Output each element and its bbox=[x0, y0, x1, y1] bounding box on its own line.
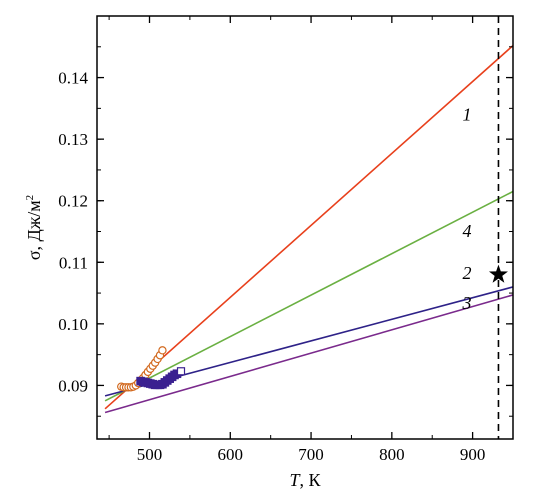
y-tick-label: 0.12 bbox=[58, 192, 88, 211]
data-point-square-open-0 bbox=[176, 367, 186, 376]
y-axis-title-superscript: 2 bbox=[24, 195, 36, 201]
series-line-1 bbox=[104, 44, 513, 410]
x-tick-label: 700 bbox=[298, 445, 324, 464]
curve-label-3: 3 bbox=[461, 293, 471, 313]
curve-label-2: 2 bbox=[462, 263, 471, 283]
x-tick-label: 600 bbox=[218, 445, 244, 464]
y-axis-title: σ, Дж/м2 bbox=[24, 195, 44, 260]
plot-frame bbox=[96, 15, 514, 440]
y-tick-label: 0.11 bbox=[59, 253, 88, 272]
axis-ticks bbox=[97, 16, 514, 439]
x-tick-label: 900 bbox=[460, 445, 486, 464]
x-tick-label: 800 bbox=[379, 445, 405, 464]
curve-label-4: 4 bbox=[462, 221, 471, 241]
data-point-circle-open-17 bbox=[158, 346, 167, 355]
y-tick-label: 0.09 bbox=[58, 376, 88, 395]
x-tick-label: 500 bbox=[137, 445, 163, 464]
y-axis-title-main: σ, Дж/м bbox=[24, 200, 44, 260]
y-tick-label: 0.13 bbox=[58, 130, 88, 149]
series-line-4 bbox=[104, 190, 513, 402]
series-line-3 bbox=[104, 294, 513, 414]
y-tick-label: 0.10 bbox=[58, 315, 88, 334]
chart-labels: 500 600 700 800 900 0.09 0.10 0.11 0.12 0.13 0.14 1… bbox=[58, 69, 485, 464]
x-axis-title-symbol: T bbox=[289, 470, 301, 490]
y-tick-label: 0.14 bbox=[58, 69, 88, 88]
x-axis-title-unit: , К bbox=[300, 470, 322, 490]
star-marker bbox=[488, 264, 508, 283]
plot-area bbox=[104, 16, 513, 439]
x-axis-title: T, К bbox=[289, 470, 321, 490]
curve-label-1: 1 bbox=[462, 105, 471, 125]
